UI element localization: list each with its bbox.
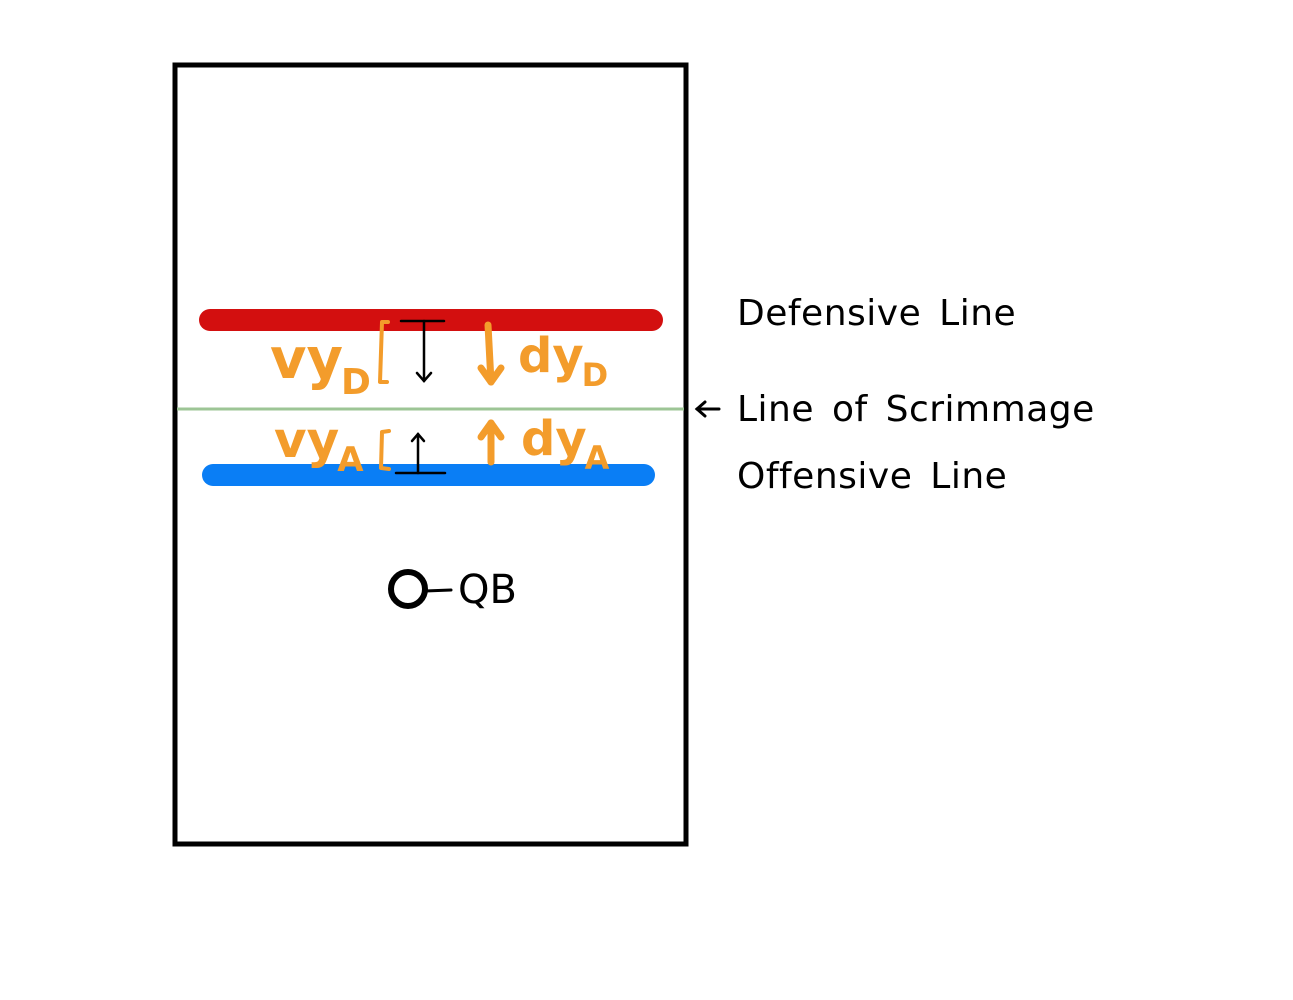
defense-bracket-icon [378,320,390,384]
defense-velocity-label: vyD [270,327,371,403]
field-boundary [172,62,689,847]
offensive-line-label: Offensive Line [737,456,1008,497]
defense-displacement-label: dyD [518,328,608,394]
quarterback-marker-icon [388,569,453,609]
defense-down-arrow-icon [477,321,505,386]
offense-displacement-label: dyA [521,411,610,477]
quarterback-label: QB [458,567,517,613]
offense-velocity-label: vyA [274,411,364,480]
offense-bracket-icon [379,429,391,471]
defense-step-arrow-icon [399,319,446,383]
defensive-line-label: Defensive Line [737,293,1017,334]
offense-up-arrow-icon [477,419,505,466]
line-of-scrimmage-label: Line of Scrimmage [737,389,1095,430]
scrimmage-pointer-arrow-icon [694,400,721,418]
offense-step-arrow-icon [394,432,447,475]
